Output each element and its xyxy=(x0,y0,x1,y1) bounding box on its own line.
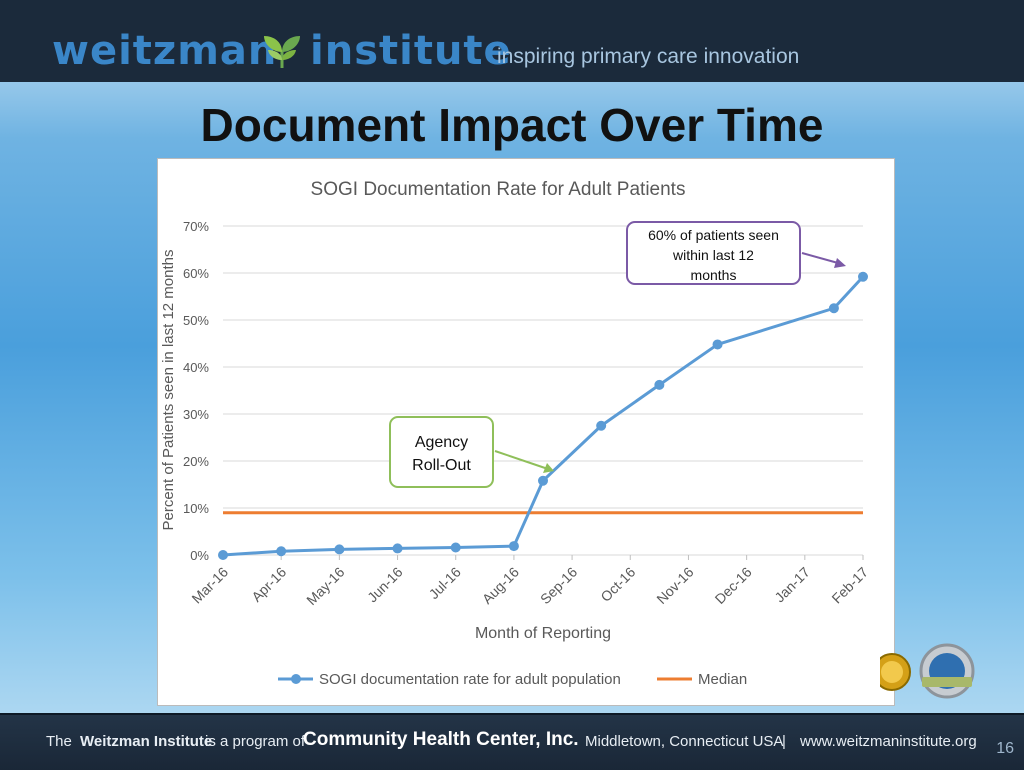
agency-rollout-callout-text: Agency xyxy=(415,434,468,451)
agency-rollout-arrow xyxy=(494,450,549,470)
x-axis-title: Month of Reporting xyxy=(475,625,611,642)
page-title: Document Impact Over Time xyxy=(200,99,824,151)
sogi-data-point-6 xyxy=(538,475,548,486)
sixty-percent-callout-text: months xyxy=(691,267,737,283)
logo-text-institute: institute xyxy=(310,28,512,74)
y-tick-label: 60% xyxy=(183,266,209,281)
sogi-data-point-10 xyxy=(828,303,839,314)
footer-separator: | xyxy=(782,733,786,750)
y-tick-label: 30% xyxy=(183,407,209,422)
agency-rollout-callout-box xyxy=(389,416,494,488)
sogi-data-point-4 xyxy=(450,542,461,553)
footer-the: The xyxy=(46,733,72,750)
sixty-percent-callout-text: 60% of patients seen xyxy=(648,227,779,243)
sogi-data-point-7 xyxy=(596,420,607,431)
gold-award-badge-icon xyxy=(880,653,911,691)
header-bar: weitzman institute inspiring primary car… xyxy=(0,0,1024,82)
x-tick-label: Mar-16 xyxy=(188,564,231,607)
x-tick-label: May-16 xyxy=(303,564,347,608)
sogi-data-point-1 xyxy=(276,546,287,557)
agency-rollout-arrowhead xyxy=(543,463,554,473)
y-tick-label: 50% xyxy=(183,313,209,328)
x-tick-label: Jan-17 xyxy=(771,564,813,606)
agency-rollout-callout-text: Roll-Out xyxy=(412,457,471,474)
sixty-percent-arrow xyxy=(801,252,839,264)
legend-sogi-marker xyxy=(291,674,301,684)
sogi-data-point-11 xyxy=(858,271,868,282)
page-number: 16 xyxy=(996,740,1014,757)
sogi-data-point-5 xyxy=(508,541,519,552)
ncqa-seal-icon xyxy=(919,643,975,699)
y-tick-label: 20% xyxy=(183,454,209,469)
y-tick-label: 0% xyxy=(190,548,209,563)
x-tick-label: Jun-16 xyxy=(364,564,406,606)
x-tick-label: Jul-16 xyxy=(426,564,464,602)
sogi-data-point-3 xyxy=(392,543,403,554)
tagline: inspiring primary care innovation xyxy=(497,45,800,68)
x-tick-label: Feb-17 xyxy=(828,564,871,607)
footer-parent-org: Community Health Center, Inc. xyxy=(303,729,579,750)
y-tick-label: 40% xyxy=(183,360,209,375)
footer-website-link[interactable]: www.weitzmaninstitute.org xyxy=(800,733,977,750)
sogi-data-point-8 xyxy=(654,379,665,390)
sixty-percent-arrowhead xyxy=(834,258,846,268)
sogi-data-point-2 xyxy=(334,544,345,555)
chart-panel: SOGI Documentation Rate for Adult Patien… xyxy=(157,158,895,706)
x-tick-label: Nov-16 xyxy=(653,564,696,607)
footer-location: Middletown, Connecticut USA xyxy=(585,733,784,750)
logo-text-weitzman: weitzman xyxy=(52,28,278,74)
sogi-series-line xyxy=(222,275,865,557)
chart-title: SOGI Documentation Rate for Adult Patien… xyxy=(311,179,686,200)
sogi-data-point-9 xyxy=(712,339,723,350)
sogi-data-point-0 xyxy=(218,550,228,560)
legend-median-label: Median xyxy=(698,671,747,688)
x-tick-label: Sep-16 xyxy=(537,564,580,607)
x-tick-label: Oct-16 xyxy=(597,564,638,605)
x-tick-label: Apr-16 xyxy=(248,564,289,605)
x-tick-label: Aug-16 xyxy=(479,564,522,607)
footer-program-text: is a program of xyxy=(205,733,306,750)
line-chart: SOGI Documentation Rate for Adult Patien… xyxy=(160,179,871,688)
leaf-logo-icon xyxy=(264,36,300,68)
y-axis-title: Percent of Patients seen in last 12 mont… xyxy=(160,250,177,531)
y-tick-label: 70% xyxy=(183,219,209,234)
y-tick-label: 10% xyxy=(183,501,209,516)
footer-bar: The Weitzman Institute is a program of C… xyxy=(0,713,1024,770)
sixty-percent-callout-box xyxy=(626,221,801,285)
legend-sogi-label: SOGI documentation rate for adult popula… xyxy=(319,671,621,688)
footer-org-name: Weitzman Institute xyxy=(80,733,213,750)
sixty-percent-callout-text: within last 12 xyxy=(672,247,754,263)
x-tick-label: Dec-16 xyxy=(712,564,755,607)
